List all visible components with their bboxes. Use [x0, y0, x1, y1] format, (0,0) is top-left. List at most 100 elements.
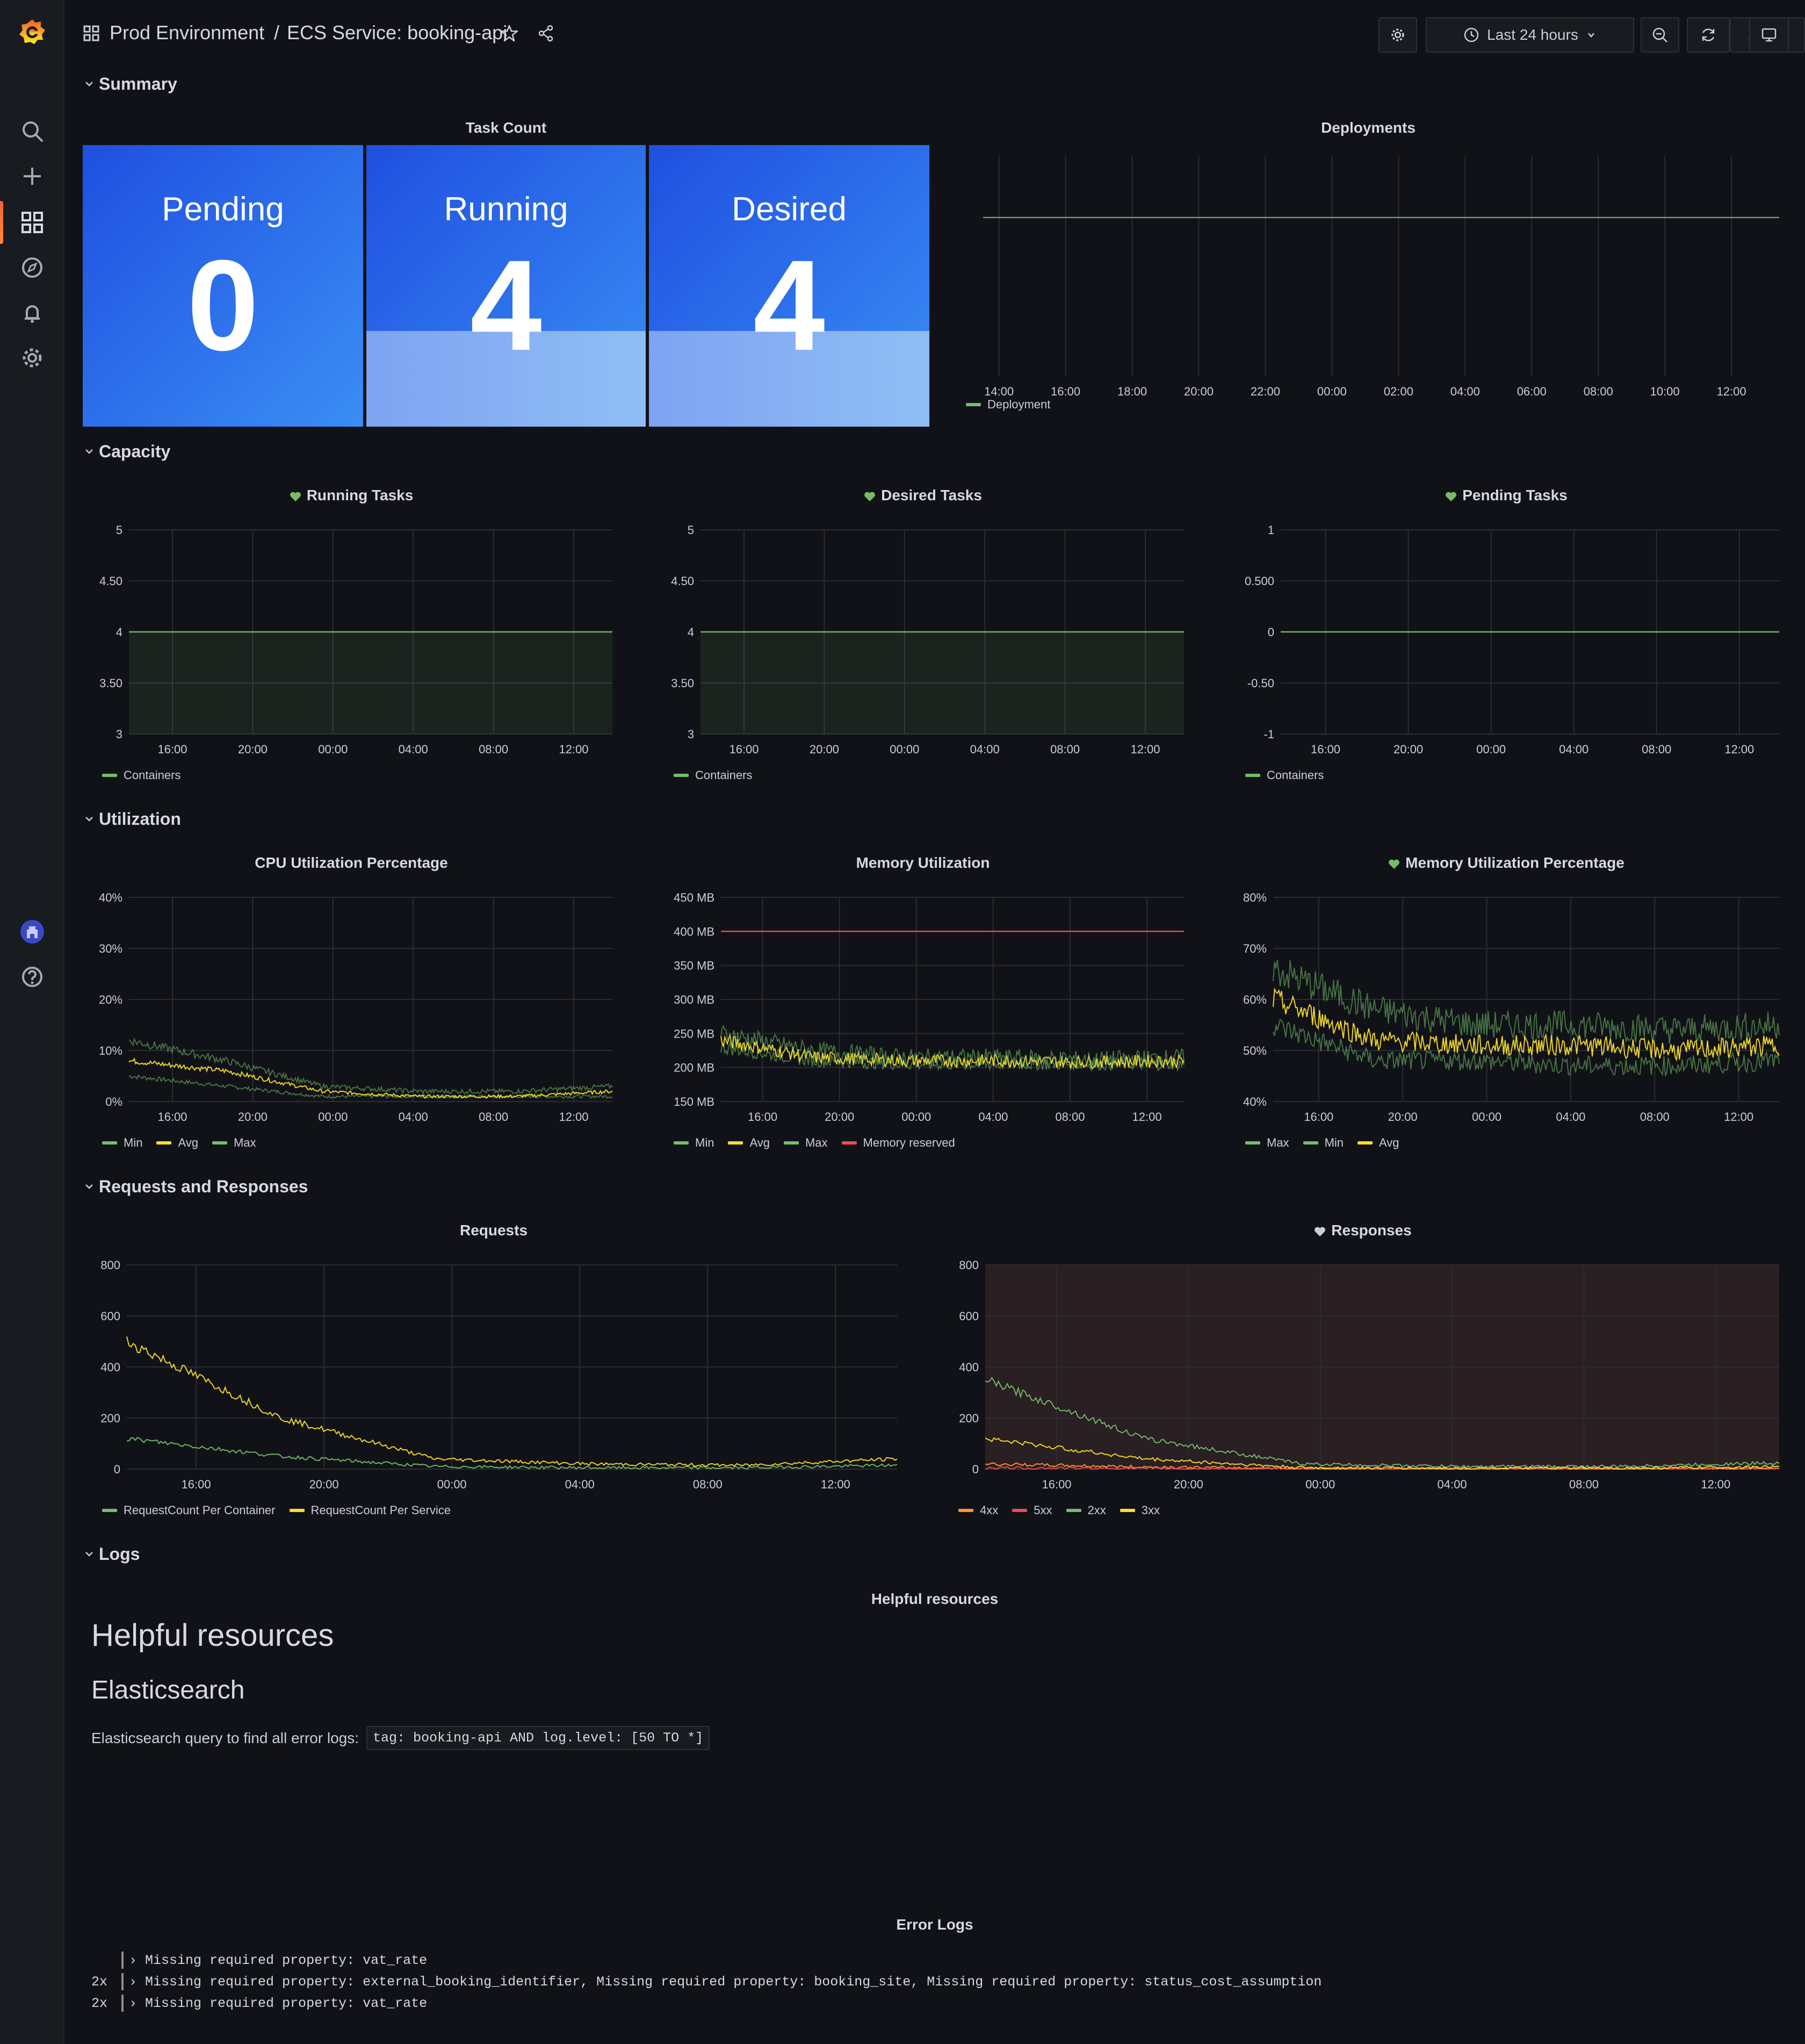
responses-panel-title[interactable]: Responses [939, 1222, 1787, 1239]
breadcrumb-dashboard-title[interactable]: ECS Service: booking-api [287, 21, 508, 44]
legend-item[interactable]: 3xx [1120, 1503, 1160, 1517]
memory-pct-panel-title[interactable]: Memory Utilization Percentage [1226, 854, 1787, 872]
explore-compass-icon[interactable] [19, 255, 45, 280]
legend-label: Containers [695, 768, 753, 782]
pending-tasks-chart[interactable]: -1 -0.50 0 0.500 1 16:00 20:00 00:00 04:00 08:00 1… [1226, 523, 1787, 766]
legend-label: 4xx [980, 1503, 999, 1517]
cpu-panel-title[interactable]: CPU Utilization Percentage [83, 854, 620, 872]
x-tick-label: 16:00 [157, 1110, 187, 1124]
x-tick-label: 08:00 [479, 1110, 508, 1124]
legend-item[interactable]: Avg [728, 1136, 770, 1150]
share-icon[interactable] [536, 24, 555, 43]
y-tick-label: 3.50 [671, 676, 694, 690]
dashboards-icon[interactable] [19, 210, 45, 235]
deployments-panel-title[interactable]: Deployments [950, 119, 1787, 136]
memory-chart[interactable]: 150 MB 200 MB 250 MB 300 MB 350 MB 400 MB 450 … [654, 891, 1192, 1134]
legend-swatch [674, 1141, 689, 1145]
log-message: Missing required property: vat_rate [145, 1995, 428, 2011]
heart-icon [1315, 1227, 1326, 1236]
series-line-requestcount-per-container [126, 1437, 898, 1470]
legend-label: Min [1324, 1136, 1344, 1149]
row-collapse-chevron-icon[interactable] [84, 78, 95, 89]
pending-tasks-panel-title[interactable]: Pending Tasks [1226, 487, 1787, 504]
row-collapse-chevron-icon[interactable] [84, 1181, 95, 1192]
y-tick-label: 80% [1243, 891, 1267, 904]
legend-swatch [102, 1141, 117, 1145]
y-tick-label: 3.50 [99, 676, 122, 690]
legend-item[interactable]: Max [1245, 1136, 1289, 1150]
x-tick-label: 02:00 [1384, 385, 1413, 398]
legend-item[interactable]: Avg [1358, 1136, 1399, 1150]
legend-item[interactable]: 5xx [1012, 1503, 1052, 1517]
legend-item[interactable]: Deployment [966, 398, 1050, 412]
desired-tasks-chart[interactable]: 3 3.50 4 4.50 5 16:00 20:00 00:00 04:00 08:00 12:0… [654, 523, 1192, 766]
row-collapse-chevron-icon[interactable] [84, 814, 95, 824]
legend-swatch [841, 1141, 857, 1145]
running-tasks-chart[interactable]: 3 3.50 4 4.50 5 16:00 20:00 00:00 04:00 08:00 12:0… [83, 523, 620, 766]
series-line-2xx [985, 1377, 1780, 1469]
legend-item[interactable]: Max [212, 1136, 256, 1150]
cpu-chart[interactable]: 0% 10% 20% 30% 40% 16:00 20:00 00:00 04:00 08:00 1… [83, 891, 620, 1134]
requests-chart[interactable]: 0 200 400 600 800 16:00 20:00 00:00 04:00 08:00 12… [83, 1258, 905, 1501]
running-tasks-panel-title[interactable]: Running Tasks [83, 487, 620, 504]
legend-item[interactable]: Containers [674, 768, 752, 782]
legend-item[interactable]: 4xx [958, 1503, 998, 1517]
legend-label: 3xx [1141, 1503, 1160, 1517]
breadcrumb-folder[interactable]: Prod Environment [110, 21, 265, 44]
user-avatar-icon[interactable] [19, 919, 45, 945]
legend-item[interactable]: Max [783, 1136, 828, 1150]
helpful-resources-panel-title[interactable]: Helpful resources [871, 1590, 999, 1607]
row-logs-title[interactable]: Logs [99, 1544, 140, 1564]
tv-mode-button[interactable] [1749, 17, 1789, 53]
row-requests-title[interactable]: Requests and Responses [99, 1177, 308, 1196]
row-collapse-chevron-icon[interactable] [84, 446, 95, 457]
memory-panel-title[interactable]: Memory Utilization [654, 854, 1192, 872]
row-summary-title[interactable]: Summary [99, 74, 177, 93]
legend-item[interactable]: Memory reserved [841, 1136, 955, 1150]
legend-item[interactable]: Containers [102, 768, 180, 782]
desired-tasks-panel-title[interactable]: Desired Tasks [654, 487, 1192, 504]
legend-item[interactable]: Min [674, 1136, 714, 1150]
search-icon[interactable] [19, 118, 45, 144]
stat-running-value: 4 [470, 233, 542, 377]
plus-icon[interactable] [19, 163, 45, 189]
dashboard-settings-button[interactable] [1378, 17, 1417, 53]
legend-item[interactable]: RequestCount Per Service [289, 1503, 451, 1517]
grafana-logo-icon[interactable] [18, 17, 46, 46]
markdown-paragraph: Elasticsearch query to find all error lo… [91, 1726, 710, 1750]
x-tick-label: 04:00 [399, 1110, 428, 1124]
log-row[interactable]: 2x › Missing required property: external_… [91, 1973, 1322, 1990]
star-icon[interactable] [500, 24, 519, 43]
legend-item[interactable]: Min [1303, 1136, 1344, 1150]
row-utilization-title[interactable]: Utilization [99, 809, 181, 829]
x-tick-label: 12:00 [1132, 1110, 1162, 1124]
refresh-button[interactable] [1687, 17, 1730, 53]
legend-item[interactable]: RequestCount Per Container [102, 1503, 276, 1517]
legend-item[interactable]: 2xx [1066, 1503, 1106, 1517]
legend-item[interactable]: Avg [156, 1136, 198, 1150]
legend-label: Deployment [987, 398, 1051, 411]
alerting-bell-icon[interactable] [19, 300, 45, 326]
x-tick-label: 18:00 [1117, 385, 1147, 398]
legend-item[interactable]: Containers [1245, 768, 1324, 782]
configuration-gear-icon[interactable] [19, 345, 45, 371]
log-row[interactable]: › Missing required property: vat_rate [91, 1952, 427, 1969]
responses-chart[interactable]: 0 200 400 600 800 16:00 20:00 00:00 04:00 08:00 12… [939, 1258, 1787, 1501]
task-count-panel-title[interactable]: Task Count [465, 119, 547, 136]
panel-title-text: Pending Tasks [1462, 487, 1568, 503]
zoom-out-button[interactable] [1641, 17, 1679, 53]
time-picker-button[interactable]: Last 24 hours [1426, 17, 1634, 53]
legend-item[interactable]: Min [102, 1136, 142, 1150]
log-row[interactable]: 2x › Missing required property: vat_rate [91, 1995, 427, 2012]
row-capacity-title[interactable]: Capacity [99, 442, 171, 461]
requests-panel-title[interactable]: Requests [83, 1222, 905, 1239]
error-logs-panel-title[interactable]: Error Logs [896, 1916, 973, 1933]
deployments-chart[interactable]: 14:00 16:00 18:00 20:00 22:00 00:00 02:00 04:00… [950, 156, 1787, 408]
memory-pct-chart[interactable]: 40% 50% 60% 70% 80% 16:00 20:00 00:00 04:00 08:00… [1226, 891, 1787, 1134]
x-tick-label: 12:00 [559, 743, 588, 756]
help-icon[interactable] [19, 964, 45, 990]
series-line-max [1273, 960, 1780, 1044]
panel-title-text: Desired Tasks [881, 487, 982, 503]
markdown-heading-1: Helpful resources [91, 1618, 334, 1653]
row-collapse-chevron-icon[interactable] [84, 1549, 95, 1559]
